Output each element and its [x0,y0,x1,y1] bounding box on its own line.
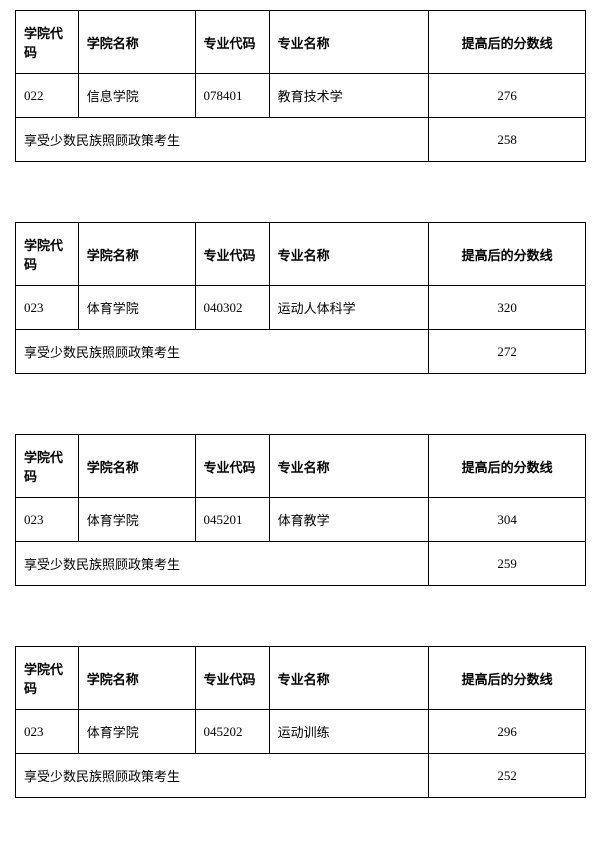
header-major-code: 专业代码 [195,11,269,74]
cell-minority-score: 272 [429,330,586,374]
cell-score: 276 [429,74,586,118]
table-header-row: 学院代码 学院名称 专业代码 专业名称 提高后的分数线 [16,435,586,498]
table-data-row: 023 体育学院 040302 运动人体科学 320 [16,286,586,330]
cell-minority-label: 享受少数民族照顾政策考生 [16,118,429,162]
cell-major-name: 运动人体科学 [269,286,429,330]
table-minority-row: 享受少数民族照顾政策考生 259 [16,542,586,586]
cell-minority-score: 258 [429,118,586,162]
cell-minority-label: 享受少数民族照顾政策考生 [16,542,429,586]
table-data-row: 022 信息学院 078401 教育技术学 276 [16,74,586,118]
cell-major-code: 045201 [195,498,269,542]
score-table-0: 学院代码 学院名称 专业代码 专业名称 提高后的分数线 022 信息学院 078… [15,10,586,162]
header-score: 提高后的分数线 [429,11,586,74]
cell-minority-score: 252 [429,754,586,798]
cell-major-code: 040302 [195,286,269,330]
cell-college-name: 体育学院 [78,286,195,330]
cell-college-name: 信息学院 [78,74,195,118]
score-table-1: 学院代码 学院名称 专业代码 专业名称 提高后的分数线 023 体育学院 040… [15,222,586,374]
header-major-name: 专业名称 [269,435,429,498]
header-college-name: 学院名称 [78,647,195,710]
table-header-row: 学院代码 学院名称 专业代码 专业名称 提高后的分数线 [16,11,586,74]
header-major-name: 专业名称 [269,647,429,710]
cell-major-code: 078401 [195,74,269,118]
table-header-row: 学院代码 学院名称 专业代码 专业名称 提高后的分数线 [16,223,586,286]
cell-college-code: 023 [16,286,79,330]
cell-college-code: 023 [16,710,79,754]
table-minority-row: 享受少数民族照顾政策考生 252 [16,754,586,798]
cell-major-name: 教育技术学 [269,74,429,118]
header-major-code: 专业代码 [195,223,269,286]
table-data-row: 023 体育学院 045202 运动训练 296 [16,710,586,754]
cell-major-code: 045202 [195,710,269,754]
header-college-name: 学院名称 [78,11,195,74]
cell-minority-score: 259 [429,542,586,586]
header-college-code: 学院代码 [16,647,79,710]
table-minority-row: 享受少数民族照顾政策考生 258 [16,118,586,162]
header-major-code: 专业代码 [195,435,269,498]
header-major-name: 专业名称 [269,223,429,286]
score-table-2: 学院代码 学院名称 专业代码 专业名称 提高后的分数线 023 体育学院 045… [15,434,586,586]
header-college-name: 学院名称 [78,223,195,286]
header-college-code: 学院代码 [16,11,79,74]
cell-college-name: 体育学院 [78,498,195,542]
table-header-row: 学院代码 学院名称 专业代码 专业名称 提高后的分数线 [16,647,586,710]
header-major-name: 专业名称 [269,11,429,74]
header-major-code: 专业代码 [195,647,269,710]
cell-major-name: 运动训练 [269,710,429,754]
score-table-3: 学院代码 学院名称 专业代码 专业名称 提高后的分数线 023 体育学院 045… [15,646,586,798]
cell-score: 304 [429,498,586,542]
cell-college-code: 023 [16,498,79,542]
header-college-code: 学院代码 [16,223,79,286]
table-data-row: 023 体育学院 045201 体育教学 304 [16,498,586,542]
cell-minority-label: 享受少数民族照顾政策考生 [16,330,429,374]
header-score: 提高后的分数线 [429,647,586,710]
header-college-code: 学院代码 [16,435,79,498]
cell-score: 320 [429,286,586,330]
cell-score: 296 [429,710,586,754]
table-minority-row: 享受少数民族照顾政策考生 272 [16,330,586,374]
header-college-name: 学院名称 [78,435,195,498]
cell-college-code: 022 [16,74,79,118]
header-score: 提高后的分数线 [429,223,586,286]
header-score: 提高后的分数线 [429,435,586,498]
cell-major-name: 体育教学 [269,498,429,542]
cell-minority-label: 享受少数民族照顾政策考生 [16,754,429,798]
cell-college-name: 体育学院 [78,710,195,754]
